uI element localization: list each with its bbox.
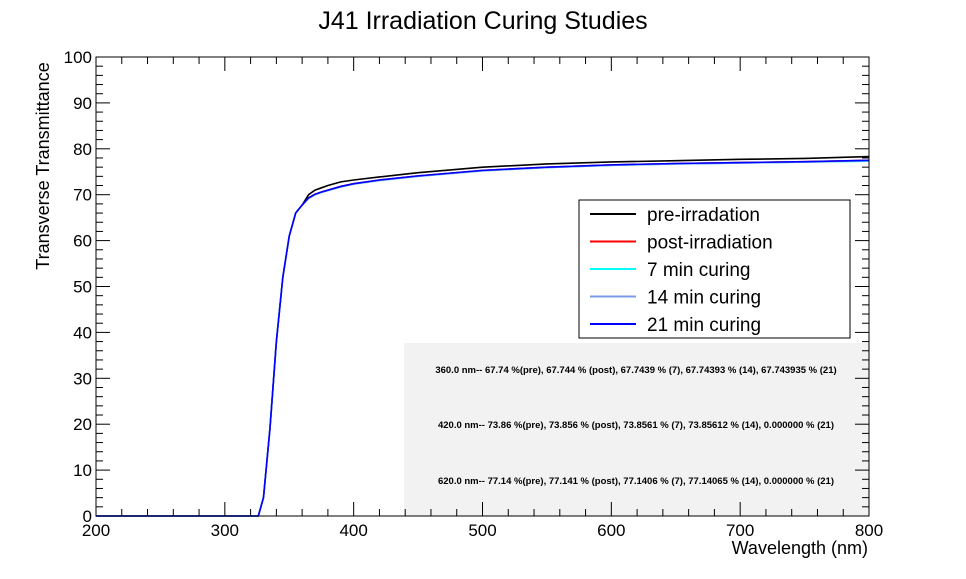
- y-tick-label: 100: [64, 48, 92, 67]
- y-tick-label: 60: [73, 232, 92, 251]
- x-tick-label: 200: [82, 521, 110, 540]
- y-tick-label: 80: [73, 140, 92, 159]
- annotation-text: 420.0 nm-- 73.86 %(pre), 73.856 % (post)…: [438, 420, 834, 431]
- annotation-text: 360.0 nm-- 67.74 %(pre), 67.744 % (post)…: [435, 365, 836, 376]
- annotation-text: 620.0 nm-- 77.14 %(pre), 77.141 % (post)…: [438, 476, 834, 487]
- legend-entry: pre-irradation: [647, 205, 760, 226]
- legend: pre-irradation post-irradiation 7 min curi…: [578, 199, 851, 339]
- y-tick-label: 0: [83, 507, 92, 526]
- y-tick-label: 40: [73, 323, 92, 342]
- legend-entry: 7 min curing: [647, 260, 751, 281]
- chart-title: J41 Irradiation Curing Studies: [318, 7, 647, 35]
- y-tick-label: 70: [73, 186, 92, 205]
- x-tick-label: 300: [211, 521, 239, 540]
- legend-entry: 14 min curing: [647, 288, 761, 309]
- annotation-box: 360.0 nm-- 67.74 %(pre), 67.744 % (post)…: [404, 343, 869, 516]
- y-tick-label: 50: [73, 278, 92, 297]
- x-axis-label: Wavelength (nm): [732, 538, 868, 558]
- x-tick-label: 600: [597, 521, 625, 540]
- y-axis-label: Transverse Transmittance: [33, 62, 53, 269]
- legend-entry: 21 min curing: [647, 315, 761, 336]
- x-tick-label: 500: [468, 521, 496, 540]
- y-tick-label: 20: [73, 415, 92, 434]
- series-line: [96, 159, 870, 517]
- legend-entry: post-irradiation: [647, 233, 773, 254]
- x-tick-label: 800: [855, 521, 883, 540]
- x-tick-label: 700: [726, 521, 754, 540]
- y-tick-label: 10: [73, 461, 92, 480]
- x-tick-label: 400: [339, 521, 367, 540]
- y-tick-label: 90: [73, 94, 92, 113]
- annotation-background: [404, 343, 869, 516]
- y-tick-label: 30: [73, 369, 92, 388]
